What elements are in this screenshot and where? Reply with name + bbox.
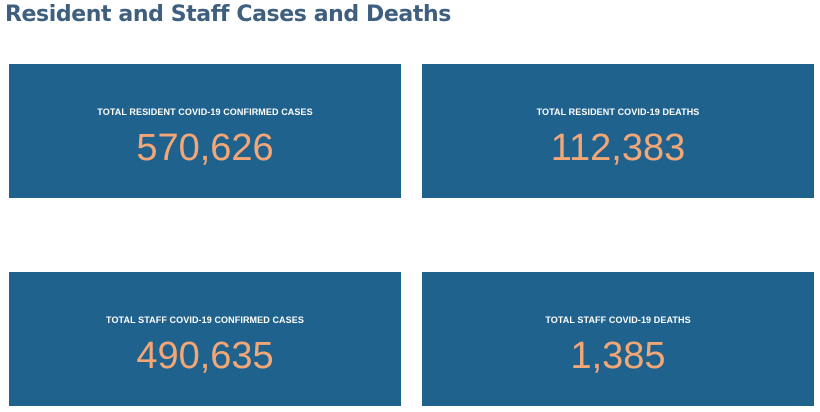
stat-card-value: 570,626 xyxy=(136,127,274,169)
stat-card-value: 490,635 xyxy=(136,335,274,377)
stat-card-resident-cases: TOTAL RESIDENT COVID-19 CONFIRMED CASES … xyxy=(9,64,401,198)
stat-card-resident-deaths: TOTAL RESIDENT COVID-19 DEATHS 112,383 xyxy=(422,64,814,198)
stat-card-staff-deaths: TOTAL STAFF COVID-19 DEATHS 1,385 xyxy=(422,272,814,406)
stat-card-staff-cases: TOTAL STAFF COVID-19 CONFIRMED CASES 490… xyxy=(9,272,401,406)
stat-card-value: 1,385 xyxy=(570,335,666,377)
stat-card-label: TOTAL STAFF COVID-19 DEATHS xyxy=(545,315,691,325)
page-title: Resident and Staff Cases and Deaths xyxy=(5,2,451,27)
stat-card-label: TOTAL STAFF COVID-19 CONFIRMED CASES xyxy=(106,315,304,325)
stat-card-value: 112,383 xyxy=(550,127,686,169)
stat-card-label: TOTAL RESIDENT COVID-19 CONFIRMED CASES xyxy=(97,107,313,117)
stat-card-label: TOTAL RESIDENT COVID-19 DEATHS xyxy=(536,107,700,117)
